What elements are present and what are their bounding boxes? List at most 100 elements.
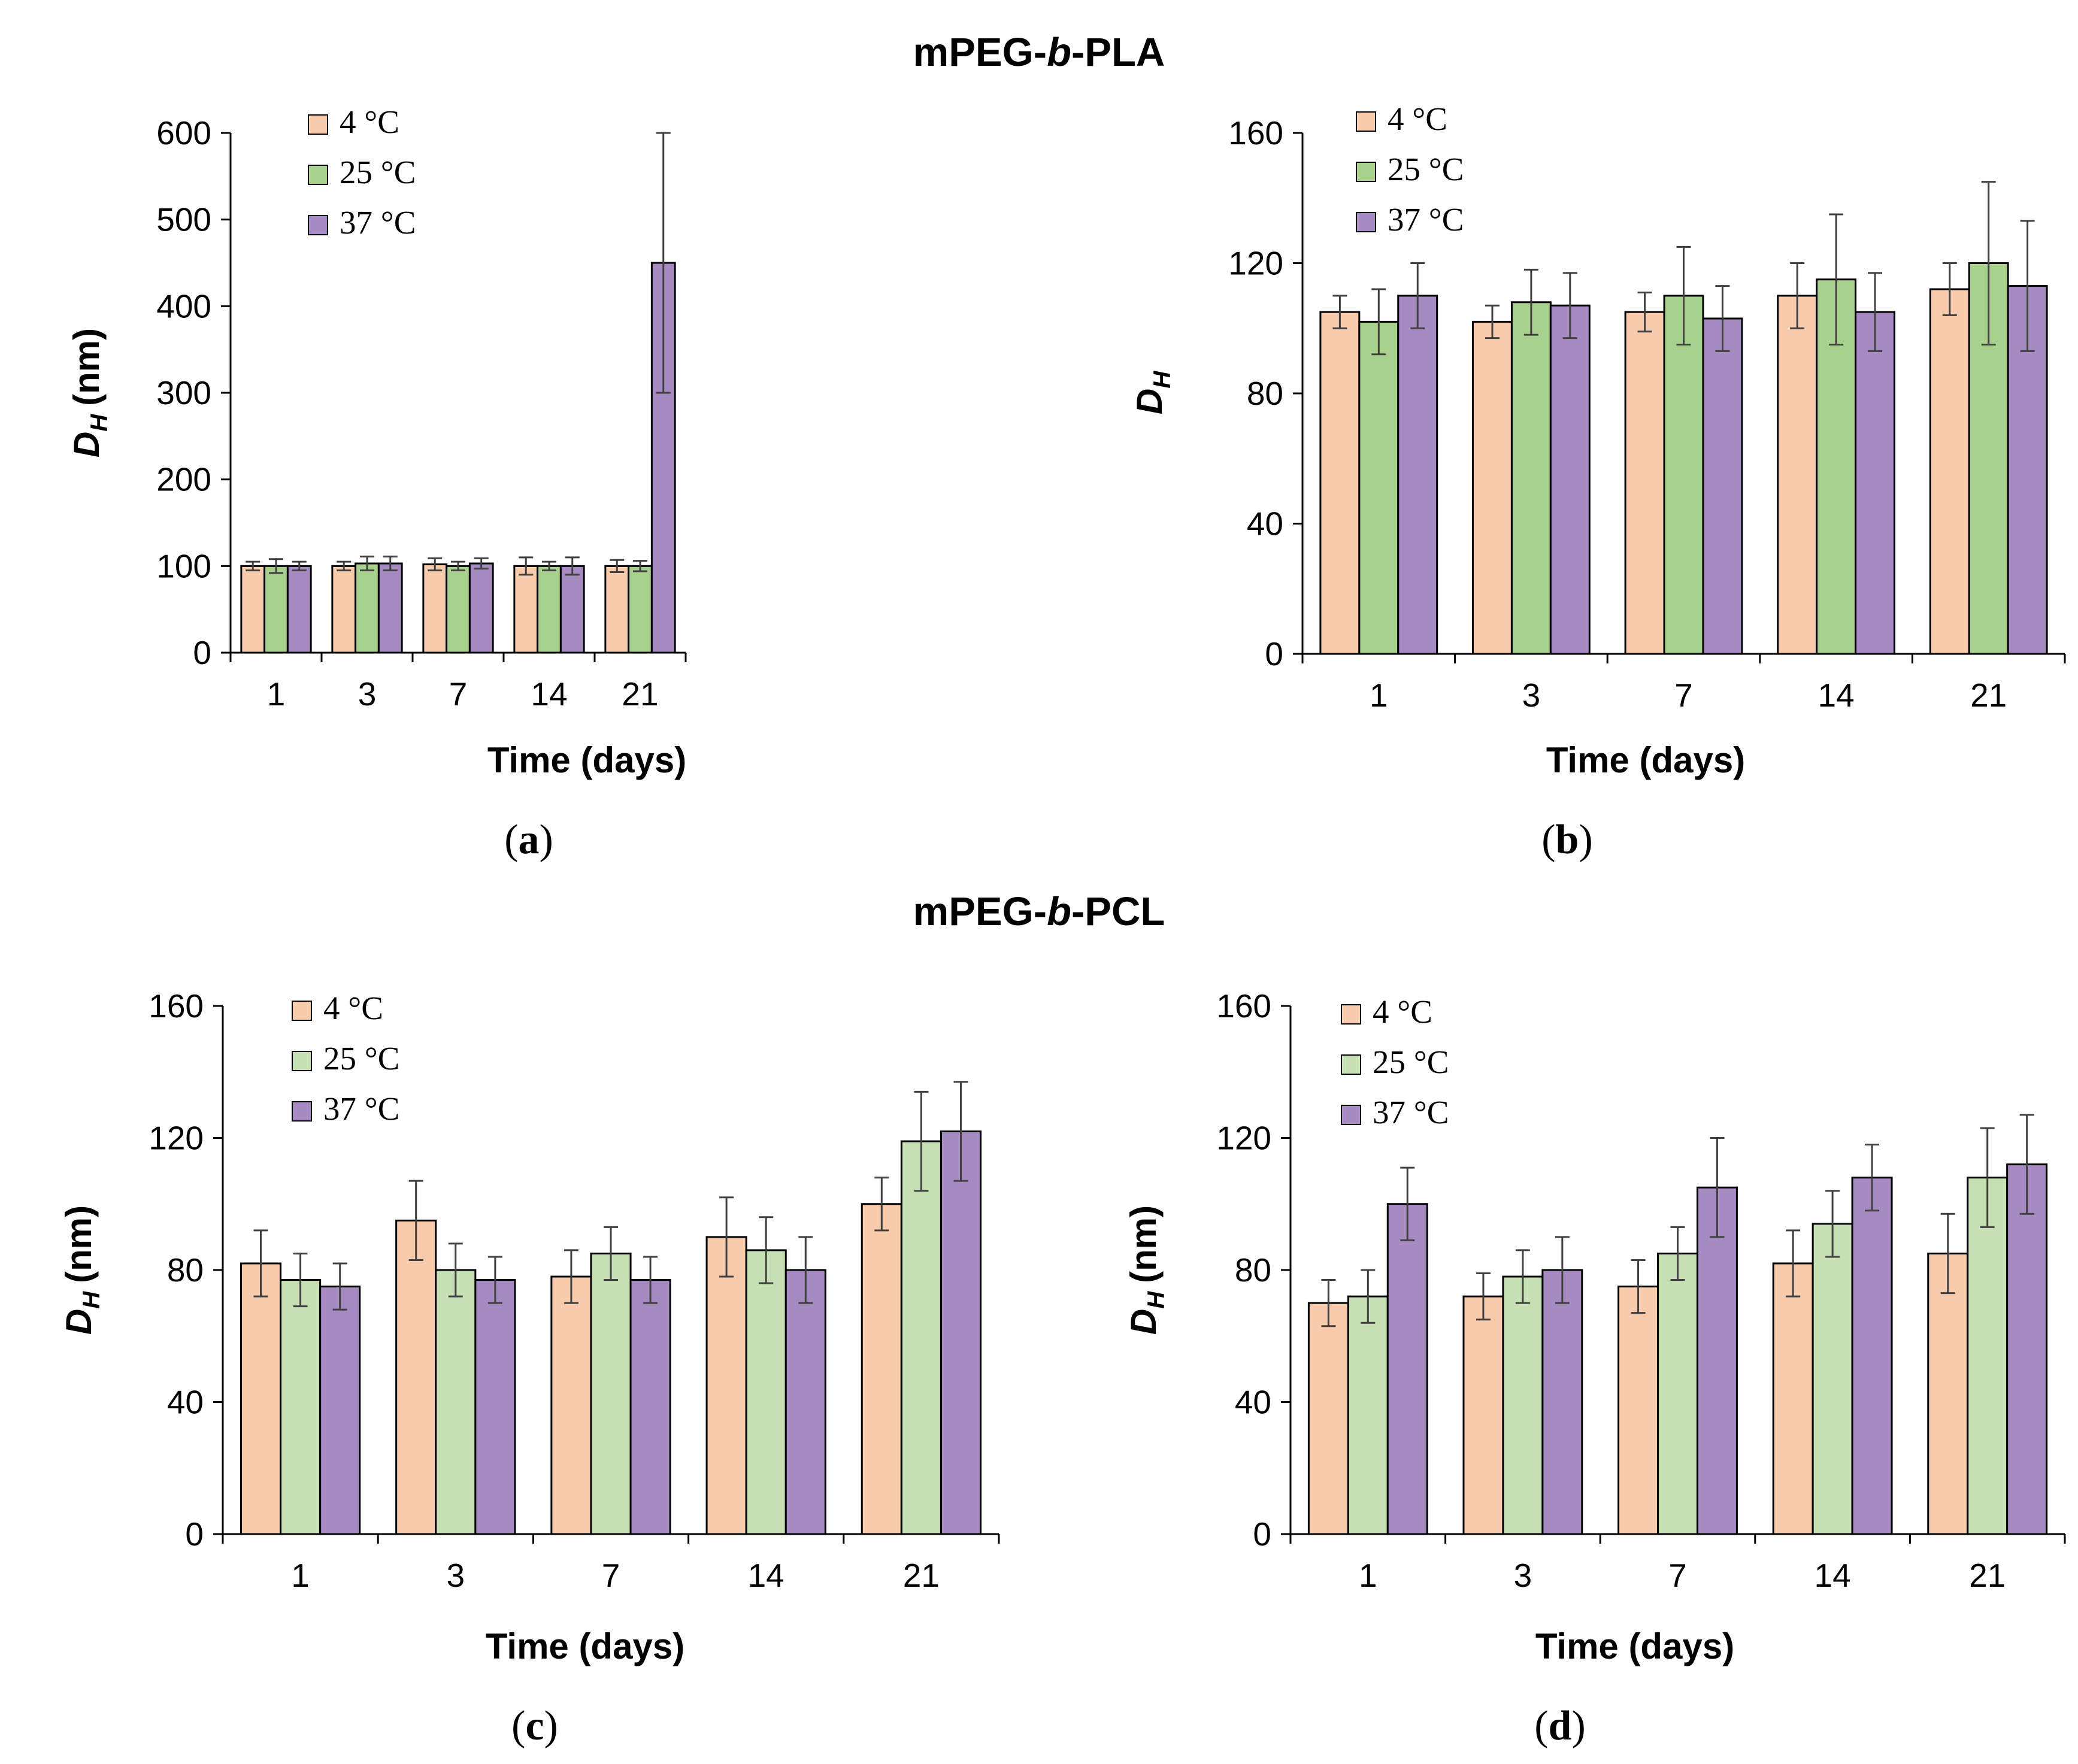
panel-label-letter: c (525, 1703, 544, 1749)
x-tick-label: 7 (1674, 677, 1693, 714)
panel-label-open: ( (511, 1703, 525, 1749)
bar (1657, 1252, 1698, 1535)
y-axis-label-subscript: H (1149, 371, 1176, 389)
section-title-suffix: -PLA (1071, 30, 1165, 75)
y-axis-label-subscript: H (78, 1291, 105, 1309)
x-axis-label: Time (days) (1535, 1626, 1734, 1666)
panel-label-close: ) (544, 1703, 558, 1749)
panel-label: (b) (1541, 817, 1593, 863)
panel-label-open: ( (1534, 1703, 1548, 1749)
y-tick-label: 200 (156, 461, 211, 498)
section-title-italic: b (1047, 889, 1071, 934)
legend: 4 °C 25 °C 37 °C (1341, 993, 1449, 1130)
bar (1617, 1286, 1659, 1535)
y-axis-label-symbol: D (1123, 1309, 1164, 1335)
bar (1358, 320, 1400, 655)
section-title-prefix: mPEG- (913, 889, 1047, 934)
bar (1929, 288, 1970, 655)
x-tick-label: 14 (531, 675, 567, 713)
y-axis-label-unit: (nm) (66, 328, 107, 406)
bar (355, 562, 380, 654)
y-tick-label: 600 (156, 114, 211, 151)
panel-d: 0 40 80 120 160 1 3 7 14 21 Time (days) DH (nm) 4 °C 2… (1123, 987, 2066, 1749)
x-tick-label: 3 (447, 1557, 465, 1594)
y-axis-label-unit: (nm) (59, 1205, 99, 1283)
legend-label: 25 °C (1388, 151, 1464, 187)
x-tick-label: 21 (1970, 677, 2007, 714)
bar (1549, 304, 1591, 655)
legend-swatch (1356, 162, 1376, 182)
y-tick-label: 100 (156, 547, 211, 584)
bar (446, 565, 471, 654)
y-tick-label: 40 (1235, 1384, 1271, 1421)
y-tick-label: 0 (1253, 1516, 1271, 1553)
y-tick-label: 80 (1235, 1251, 1271, 1289)
bar (377, 562, 403, 654)
y-tick-label: 40 (167, 1384, 204, 1421)
panel-a: 0 100 200 300 400 500 600 1 3 7 14 21 Time (days) DH (… (66, 104, 687, 863)
bar (604, 565, 630, 654)
bar (263, 565, 289, 654)
bar (861, 1203, 902, 1535)
y-tick-label: 40 (1247, 505, 1283, 542)
legend-label: 25 °C (340, 154, 416, 190)
bar (1624, 311, 1665, 655)
x-tick-label: 14 (1815, 1557, 1851, 1594)
panel-label-letter: a (519, 817, 540, 863)
y-axis-label: DH (1129, 371, 1176, 414)
legend-swatch (1356, 111, 1376, 132)
bar (331, 565, 357, 654)
panel-label-letter: b (1556, 817, 1579, 863)
x-axis-label: Time (days) (1546, 740, 1745, 780)
y-axis-label: DH (nm) (59, 1205, 105, 1335)
bar (513, 565, 539, 654)
section-title-prefix: mPEG- (913, 30, 1047, 75)
bar (559, 565, 585, 654)
bar (1472, 320, 1513, 655)
section-title-suffix: -PCL (1071, 889, 1165, 934)
bar (1397, 295, 1438, 655)
legend-swatch (292, 1001, 312, 1021)
y-axis-label: DH (nm) (1123, 1205, 1170, 1335)
legend-swatch (308, 215, 328, 235)
legend-label: 37 °C (1373, 1094, 1449, 1130)
legend-label: 25 °C (1373, 1044, 1449, 1080)
y-axis-label-symbol: D (1129, 389, 1170, 414)
bar (240, 1262, 282, 1535)
section-title-italic: b (1047, 30, 1071, 75)
x-tick-label: 3 (1522, 677, 1541, 714)
panel-label: (d) (1534, 1703, 1586, 1749)
bar (240, 565, 266, 654)
legend-swatch (1356, 212, 1376, 232)
y-tick-label: 300 (156, 374, 211, 411)
bar (1777, 295, 1818, 655)
legend-label: 4 °C (1373, 993, 1432, 1030)
bar (1851, 1177, 1893, 1535)
section-title-pcl: mPEG-b-PCL (913, 889, 1165, 934)
panel-label-close: ) (1579, 817, 1592, 863)
legend-label: 37 °C (340, 204, 416, 241)
bar (537, 565, 562, 654)
bar (1462, 1295, 1504, 1535)
bar (286, 565, 312, 654)
bar (1307, 1302, 1349, 1535)
y-tick-label: 120 (1216, 1120, 1271, 1157)
bar (1855, 311, 1895, 655)
bar (1696, 1186, 1738, 1535)
x-axis-label: Time (days) (486, 1626, 684, 1666)
bar (705, 1236, 747, 1535)
legend-swatch (1341, 1004, 1361, 1025)
x-tick-label: 7 (1668, 1557, 1687, 1594)
panel-label-open: ( (1541, 817, 1555, 863)
bar (590, 1252, 632, 1535)
y-tick-label: 0 (185, 1516, 204, 1553)
panel-label-close: ) (1571, 1703, 1585, 1749)
panel-label: (a) (504, 817, 553, 863)
y-axis-label-subscript: H (1143, 1291, 1170, 1309)
y-axis-label-unit: (nm) (1123, 1205, 1164, 1283)
legend-label: 4 °C (1388, 101, 1447, 137)
bar (940, 1130, 982, 1535)
legend: 4 °C 25 °C 37 °C (308, 104, 416, 241)
